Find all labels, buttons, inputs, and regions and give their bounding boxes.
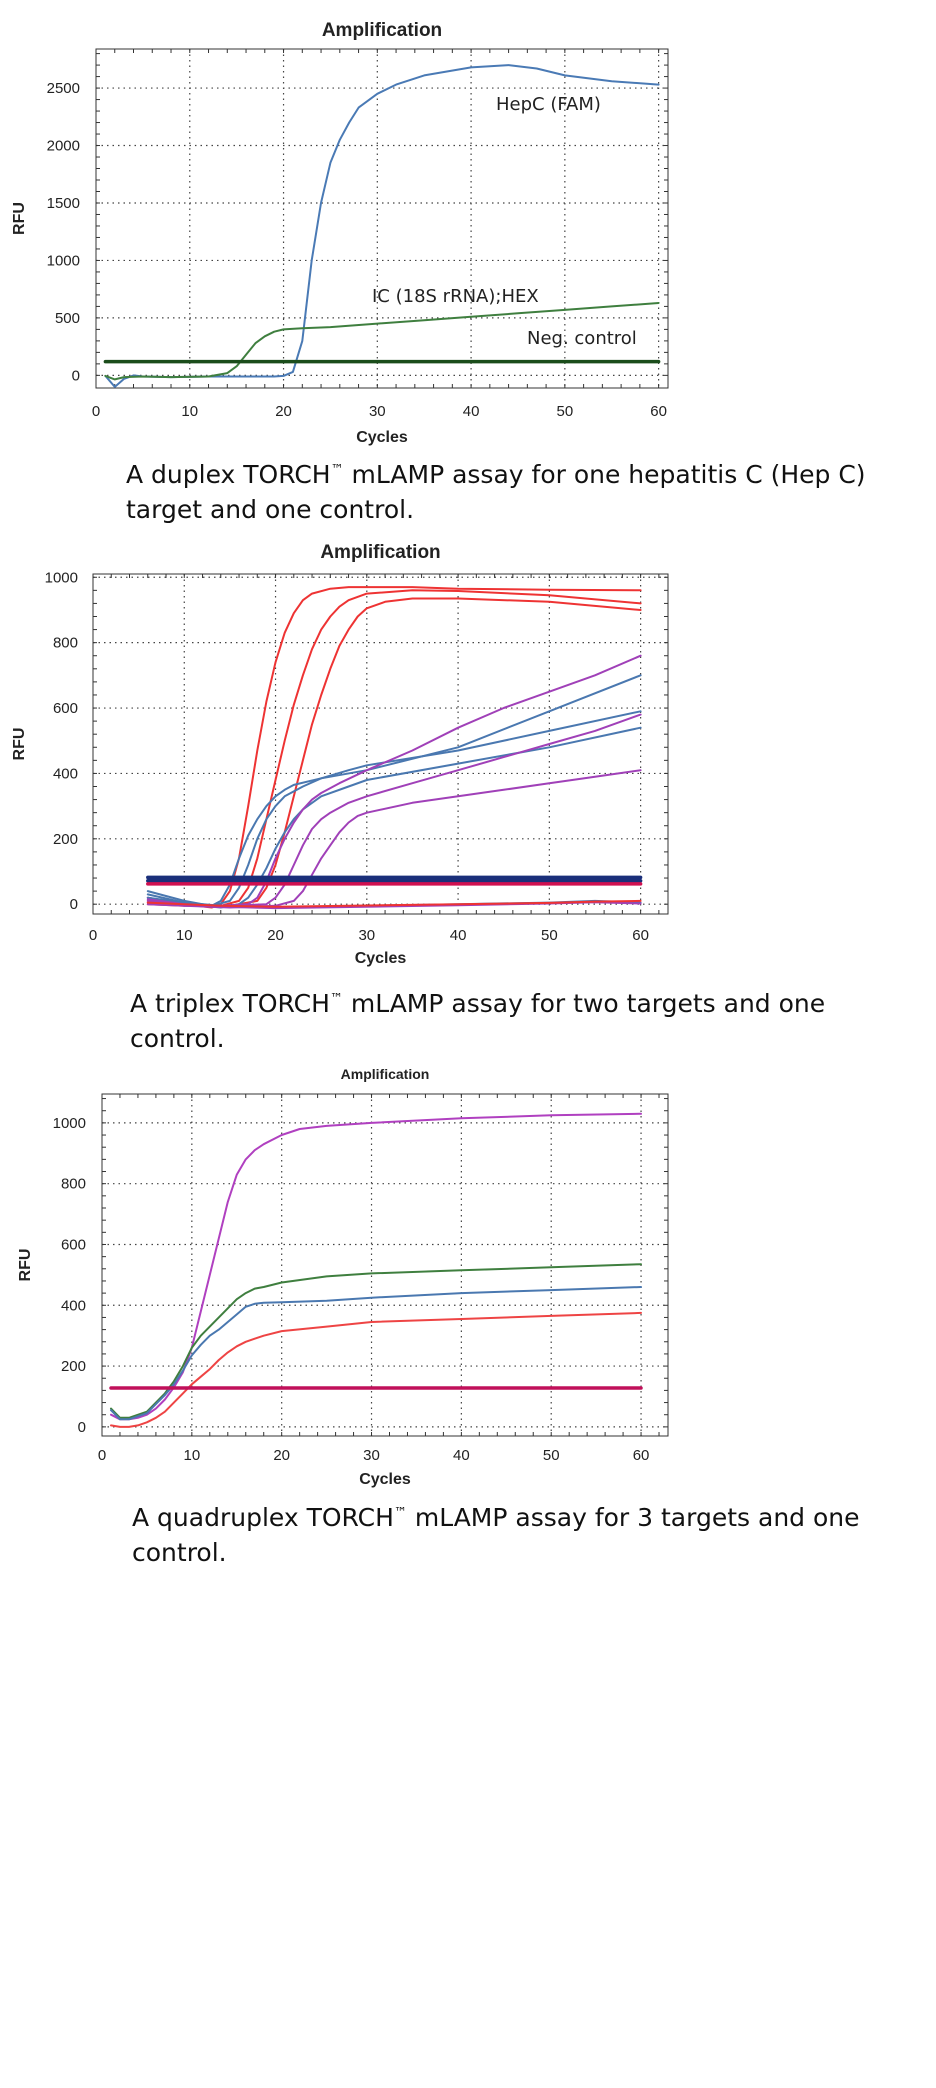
y-axis-label: RFU [11,202,28,235]
x-tick-label: 10 [181,403,198,420]
y-tick-label: 1000 [45,569,78,586]
caption-text: A triplex TORCH [130,989,330,1018]
y-tick-label: 1500 [47,195,80,212]
x-tick-label: 50 [541,927,558,944]
series-line [146,654,642,907]
plot-frame [95,48,669,389]
y-tick-label: 2500 [47,80,80,97]
x-tick-label: 0 [89,927,97,944]
x-tick-label: 10 [176,927,193,944]
x-tick-label: 50 [557,403,574,420]
series-line [104,302,660,381]
caption-text: mLAMP assay for 3 targets and one [406,1503,860,1532]
x-tick-label: 0 [92,403,100,420]
x-tick-label: 40 [450,927,467,944]
y-tick-label: 1000 [53,1115,86,1132]
x-tick-label: 10 [183,1447,200,1464]
x-tick-label: 0 [98,1447,106,1464]
caption-text: A duplex TORCH [126,460,331,489]
series-line [146,899,642,908]
chart-panel-triplex: Amplification 0 10 20 30 40 50 60 0 200 400 600 800 1… [0,530,936,1230]
y-tick-label: 2000 [47,138,80,155]
x-tick-label: 60 [632,927,649,944]
plot-frame [101,1093,669,1437]
chart-title: Amplification [320,542,440,563]
x-tick-label: 20 [267,927,284,944]
series-annotation: HepC (FAM) [496,94,601,115]
x-tick-label: 50 [543,1447,560,1464]
series-line [146,597,642,907]
caption-text: control. [132,1538,227,1567]
x-tick-label: 20 [275,403,292,420]
y-tick-label: 400 [61,1297,86,1314]
series-annotation: IC (18S rRNA);HEX [372,286,539,307]
series-annotation: Neg. control [527,328,637,349]
y-tick-label: 800 [53,635,78,652]
y-tick-label: 0 [70,896,78,913]
series-line [110,1263,642,1419]
x-axis-label: Cycles [359,1471,411,1488]
y-tick-label: 500 [55,310,80,327]
y-axis-label: RFU [17,1249,34,1282]
caption-text: A quadruplex TORCH [132,1503,394,1532]
series-line [110,1286,642,1421]
y-tick-label: 200 [53,831,78,848]
series-line [110,1112,642,1421]
y-tick-label: 200 [61,1358,86,1375]
quadruplex-caption: A quadruplex TORCH™ mLAMP assay for 3 ta… [132,1500,860,1570]
x-axis-label: Cycles [355,950,407,967]
trademark-mark: ™ [393,1505,407,1521]
trademark-mark: ™ [329,991,343,1007]
x-tick-label: 30 [358,927,375,944]
duplex-amplification-chart: Amplification 0 10 20 30 40 50 60 0 500 1000 1500 20… [11,20,669,446]
x-tick-label: 40 [463,403,480,420]
x-tick-label: 30 [363,1447,380,1464]
chart-panel-duplex: Amplification 0 10 20 30 40 50 60 0 500 1000 1500 20… [0,0,936,680]
trademark-mark: ™ [330,462,344,478]
plot-frame [92,573,669,915]
x-tick-label: 20 [273,1447,290,1464]
caption-text: control. [130,1024,225,1053]
y-tick-label: 600 [53,700,78,717]
y-tick-label: 400 [53,765,78,782]
y-axis-label: RFU [11,728,28,761]
x-tick-label: 40 [453,1447,470,1464]
caption-text: mLAMP assay for two targets and one [342,989,826,1018]
duplex-caption: A duplex TORCH™ mLAMP assay for one hepa… [126,457,866,527]
series-line [146,586,642,909]
y-tick-label: 0 [72,367,80,384]
x-axis-label: Cycles [356,429,408,446]
series-line [110,1311,642,1428]
chart-title: Amplification [322,20,442,41]
caption-text: mLAMP assay for one hepatitis C (Hep C) [343,460,866,489]
x-tick-label: 60 [650,403,667,420]
triplex-caption: A triplex TORCH™ mLAMP assay for two tar… [130,986,825,1056]
y-tick-label: 800 [61,1176,86,1193]
y-tick-label: 600 [61,1236,86,1253]
y-tick-label: 1000 [47,252,80,269]
x-tick-label: 30 [369,403,386,420]
chart-title: Amplification [341,1066,430,1082]
series-line [146,589,642,907]
caption-text: target and one control. [126,495,415,524]
series-line [146,713,642,907]
chart-panel-quadruplex: Amplification 0 10 20 30 40 50 60 0 200 400 600 800 1… [0,1060,936,1738]
y-tick-label: 0 [78,1419,86,1436]
x-tick-label: 60 [633,1447,650,1464]
